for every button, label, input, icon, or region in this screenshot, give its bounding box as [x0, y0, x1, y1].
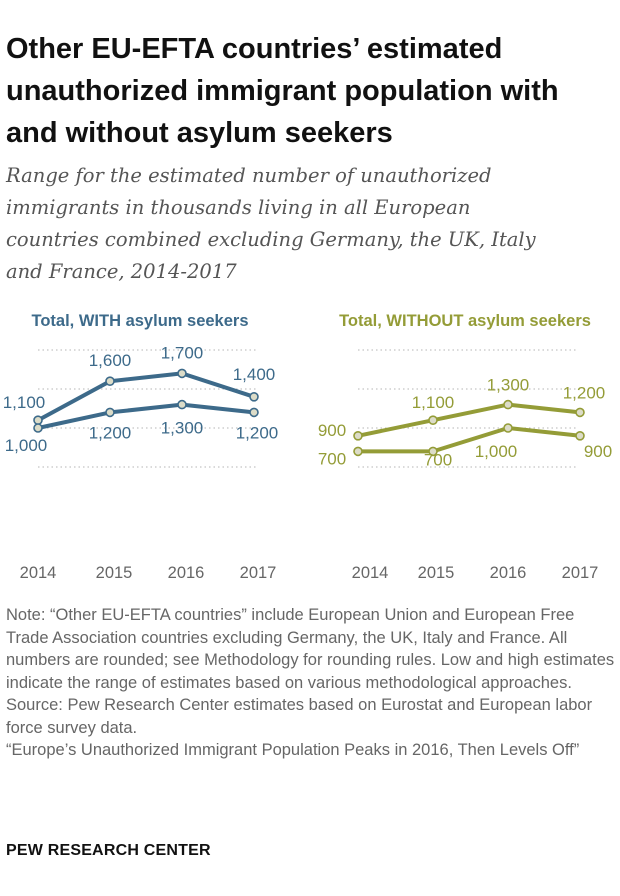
high-estimate-point — [177, 368, 187, 379]
low-estimate-point — [249, 407, 259, 418]
low-estimate-point — [177, 399, 187, 410]
data-label: 1,200 — [89, 423, 132, 442]
data-label: 1,300 — [487, 376, 530, 395]
high-estimate-point — [353, 431, 363, 441]
high-estimate-line — [356, 402, 582, 438]
x-tick-label: 2015 — [418, 564, 455, 582]
x-tick-label: 2017 — [240, 564, 277, 582]
charts-area: Total, WITH asylum seekers 1,100 1,600 1,70… — [3, 312, 612, 582]
data-label: 700 — [318, 449, 346, 468]
pew-logo: PEW RESEARCH CENTER — [6, 842, 211, 859]
low-estimate-point — [105, 407, 115, 418]
high-estimate-point — [105, 376, 115, 386]
data-label: 1,200 — [236, 423, 279, 442]
data-label: 1,100 — [3, 393, 46, 412]
x-tick-label: 2017 — [562, 564, 599, 582]
data-label: 1,000 — [475, 442, 518, 461]
chart-title: Other EU-EFTA countries’ estimated unaut… — [6, 33, 559, 149]
low-estimate-point — [575, 431, 585, 441]
high-estimate-point — [503, 399, 513, 410]
note-text: Note: “Other EU-EFTA countries” include … — [6, 606, 615, 692]
low-estimate-point — [353, 446, 363, 457]
data-label: 900 — [584, 442, 612, 461]
low-estimate-line — [356, 426, 582, 454]
footnotes: Note: “Other EU-EFTA countries” include … — [6, 604, 618, 762]
report-title: “Europe’s Unauthorized Immigrant Populat… — [6, 741, 580, 759]
low-estimate-point — [33, 423, 43, 433]
panel-title: Total, WITH asylum seekers — [31, 312, 248, 330]
panel-title: Total, WITHOUT asylum seekers — [339, 312, 591, 330]
data-label: 1,400 — [233, 365, 276, 384]
data-label: 1,200 — [563, 383, 606, 402]
low-estimate-point — [428, 446, 438, 457]
data-label: 1,600 — [89, 351, 132, 370]
x-tick-label: 2014 — [20, 564, 57, 582]
high-estimate-point — [428, 415, 438, 425]
x-tick-label: 2016 — [490, 564, 527, 582]
data-label: 700 — [424, 450, 452, 469]
low-estimate-point — [503, 423, 513, 433]
low-estimate-line — [36, 402, 256, 430]
x-tick-label: 2016 — [168, 564, 205, 582]
chart-subtitle: Range for the estimated number of unauth… — [6, 164, 536, 283]
x-tick-label: 2014 — [352, 564, 389, 582]
data-label: 1,300 — [161, 419, 204, 438]
data-label: 1,000 — [5, 436, 48, 455]
x-tick-label: 2015 — [96, 564, 133, 582]
high-estimate-point — [249, 392, 259, 402]
high-estimate-point — [575, 407, 585, 418]
high-estimate-line — [36, 371, 256, 423]
data-label: 1,700 — [161, 343, 204, 362]
high-estimate-point — [33, 415, 43, 425]
data-label: 1,100 — [412, 393, 455, 412]
source-text: Source: Pew Research Center estimates ba… — [6, 696, 593, 737]
data-label: 900 — [318, 421, 346, 440]
